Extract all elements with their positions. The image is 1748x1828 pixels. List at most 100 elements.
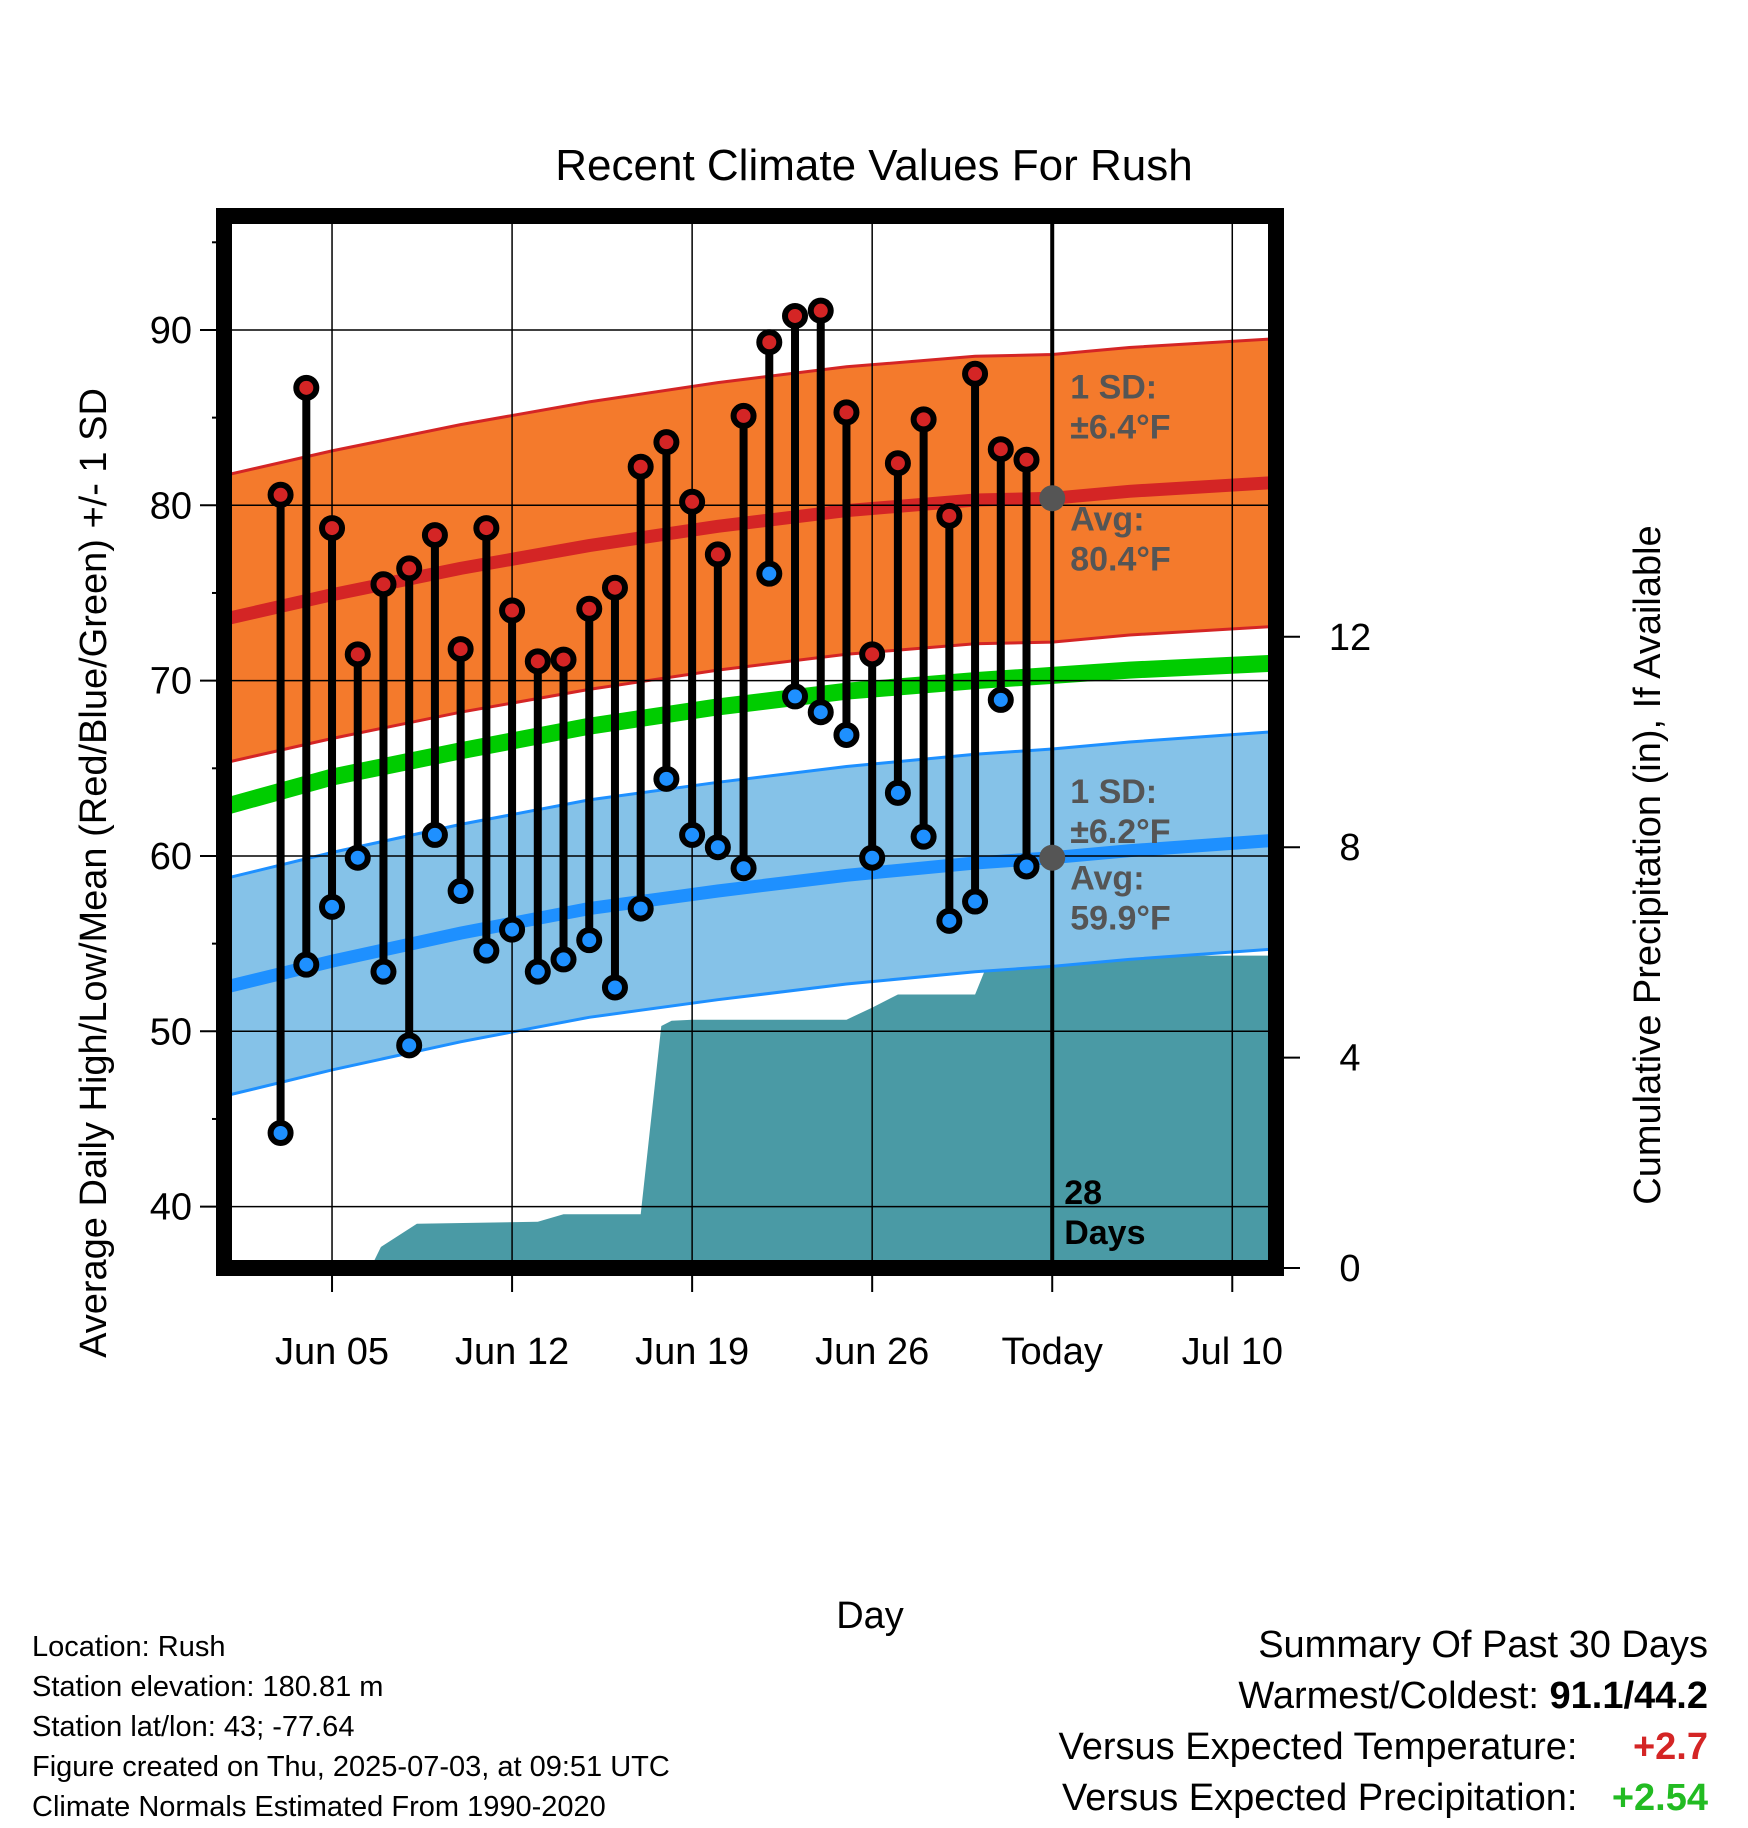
location-text: Location: Rush: [32, 1631, 226, 1663]
y2-tick-label: 12: [1329, 617, 1371, 659]
daily-high-point: [396, 555, 423, 582]
daily-low-point: [396, 1032, 423, 1059]
daily-low-point: [1013, 853, 1040, 880]
x-tick-label: Jul 10: [1182, 1331, 1283, 1373]
daily-low-point: [910, 823, 937, 850]
daily-low-point: [370, 958, 397, 985]
station-info: Location: Rush Station elevation: 180.81…: [32, 1627, 670, 1827]
warm-cold-row: Warmest/Coldest: 91.1/44.2: [1059, 1671, 1708, 1722]
y-tick-label: 90: [150, 310, 192, 352]
daily-high-point: [910, 406, 937, 433]
daily-high-point: [499, 597, 526, 624]
daily-high-point: [601, 574, 628, 601]
x-axis-label: Day: [836, 1595, 904, 1637]
low-avg-annotation: Avg: 59.9°F: [1070, 860, 1171, 938]
plot-frame: [216, 208, 1284, 1276]
y-tick-label: 60: [150, 836, 192, 878]
low-sd-lower-edge: [224, 947, 1276, 1098]
x-tick-label: Jun 19: [635, 1331, 749, 1373]
plot-area: 1 SD: ±6.4°F Avg: 80.4°F 1 SD: ±6.2°F Avg: 59.9…: [224, 216, 1276, 1268]
daily-high-point: [344, 641, 371, 668]
axes: 40 50 60 70 80 90 0 4 8 12 Jun 05 Jun 12 Jun 19 Jun 2…: [150, 208, 1371, 1373]
y2-tick-label: 8: [1339, 827, 1360, 869]
daily-high-point: [370, 571, 397, 598]
daily-low-point: [627, 895, 654, 922]
x-tick-label: Jun 12: [455, 1331, 569, 1373]
daily-high-point: [730, 402, 757, 429]
daily-high-point: [653, 429, 680, 456]
low-sd-annotation: 1 SD: ±6.2°F: [1070, 773, 1170, 851]
high-sd-upper-edge: [224, 337, 1276, 477]
y2-tick-label: 0: [1339, 1248, 1360, 1290]
daily-low-point: [601, 974, 628, 1001]
daily-low-point: [704, 834, 731, 861]
precip-value: +2.54: [1611, 1777, 1708, 1819]
today-low-avg-marker: [1039, 844, 1066, 871]
low-sd-upper-edge: [224, 730, 1276, 881]
daily-low-point: [962, 888, 989, 915]
latlon-text: Station lat/lon: 43; -77.64: [32, 1711, 355, 1743]
daily-high-point: [936, 502, 963, 529]
daily-high-point: [782, 302, 809, 329]
daily-low-point: [473, 937, 500, 964]
x-tick-label: Jun 26: [815, 1331, 929, 1373]
mean-line: [224, 654, 1276, 816]
daily-high-point: [833, 399, 860, 426]
daily-high-point: [319, 515, 346, 542]
y-axis-label: Average Daily High/Low/Mean (Red/Blue/Gr…: [73, 388, 115, 1358]
low-avg-line: [224, 833, 1276, 994]
y2-axis-label: Cumulative Precipitation (in), If Availa…: [1627, 525, 1669, 1204]
daily-high-point: [550, 646, 577, 673]
daily-low-point: [653, 765, 680, 792]
temp-value: +2.7: [1632, 1726, 1708, 1768]
daily-low-point: [730, 855, 757, 882]
daily-low-point: [782, 683, 809, 710]
daily-high-point: [576, 595, 603, 622]
y-tick-label: 40: [150, 1187, 192, 1229]
daily-high-point: [807, 297, 834, 324]
high-sd-lower-edge: [224, 624, 1276, 765]
x-tick-label: Today: [1002, 1331, 1103, 1373]
daily-high-point: [267, 481, 294, 508]
daily-low-point: [576, 927, 603, 954]
precip-row: Versus Expected Precipitation: +2.54: [1059, 1773, 1708, 1824]
daily-high-point: [884, 450, 911, 477]
y-tick-label: 50: [150, 1011, 192, 1053]
normals-text: Climate Normals Estimated From 1990-2020: [32, 1791, 606, 1823]
daily-low-point: [987, 686, 1014, 713]
warm-cold-label: Warmest/Coldest:: [1238, 1675, 1539, 1717]
daily-low-point: [499, 916, 526, 943]
high-avg-annotation: Avg: 80.4°F: [1070, 500, 1171, 578]
daily-high-point: [447, 636, 474, 663]
daily-low-point: [756, 560, 783, 587]
warm-cold-value: 91.1/44.2: [1549, 1675, 1708, 1717]
daily-low-point: [421, 821, 448, 848]
high-avg-line: [224, 476, 1276, 626]
y2-tick-label: 4: [1339, 1038, 1360, 1080]
temp-row: Versus Expected Temperature: +2.7: [1059, 1722, 1708, 1773]
daily-low-point: [293, 951, 320, 978]
daily-low-point: [524, 958, 551, 985]
daily-low-point: [447, 878, 474, 905]
plot-content: 1 SD: ±6.4°F Avg: 80.4°F 1 SD: ±6.2°F Avg: 59.9…: [224, 216, 1276, 1268]
daily-high-point: [627, 453, 654, 480]
daily-low-point: [344, 844, 371, 871]
daily-high-point: [704, 541, 731, 568]
daily-low-point: [267, 1119, 294, 1146]
daily-high-point: [524, 648, 551, 675]
daily-low-point: [550, 946, 577, 973]
daily-low-point: [679, 821, 706, 848]
daily-low-point: [833, 721, 860, 748]
summary-title: Summary Of Past 30 Days: [1258, 1624, 1708, 1666]
daily-high-point: [962, 360, 989, 387]
daily-high-point: [679, 488, 706, 515]
precip-label: Versus Expected Precipitation:: [1062, 1777, 1578, 1819]
daily-high-point: [1013, 446, 1040, 473]
daily-low-point: [884, 779, 911, 806]
daily-high-point: [421, 522, 448, 549]
daily-low-point: [319, 893, 346, 920]
today-high-avg-marker: [1039, 485, 1066, 512]
daily-low-point: [807, 699, 834, 726]
daily-high-point: [859, 641, 886, 668]
precip-area: [224, 955, 1276, 1268]
